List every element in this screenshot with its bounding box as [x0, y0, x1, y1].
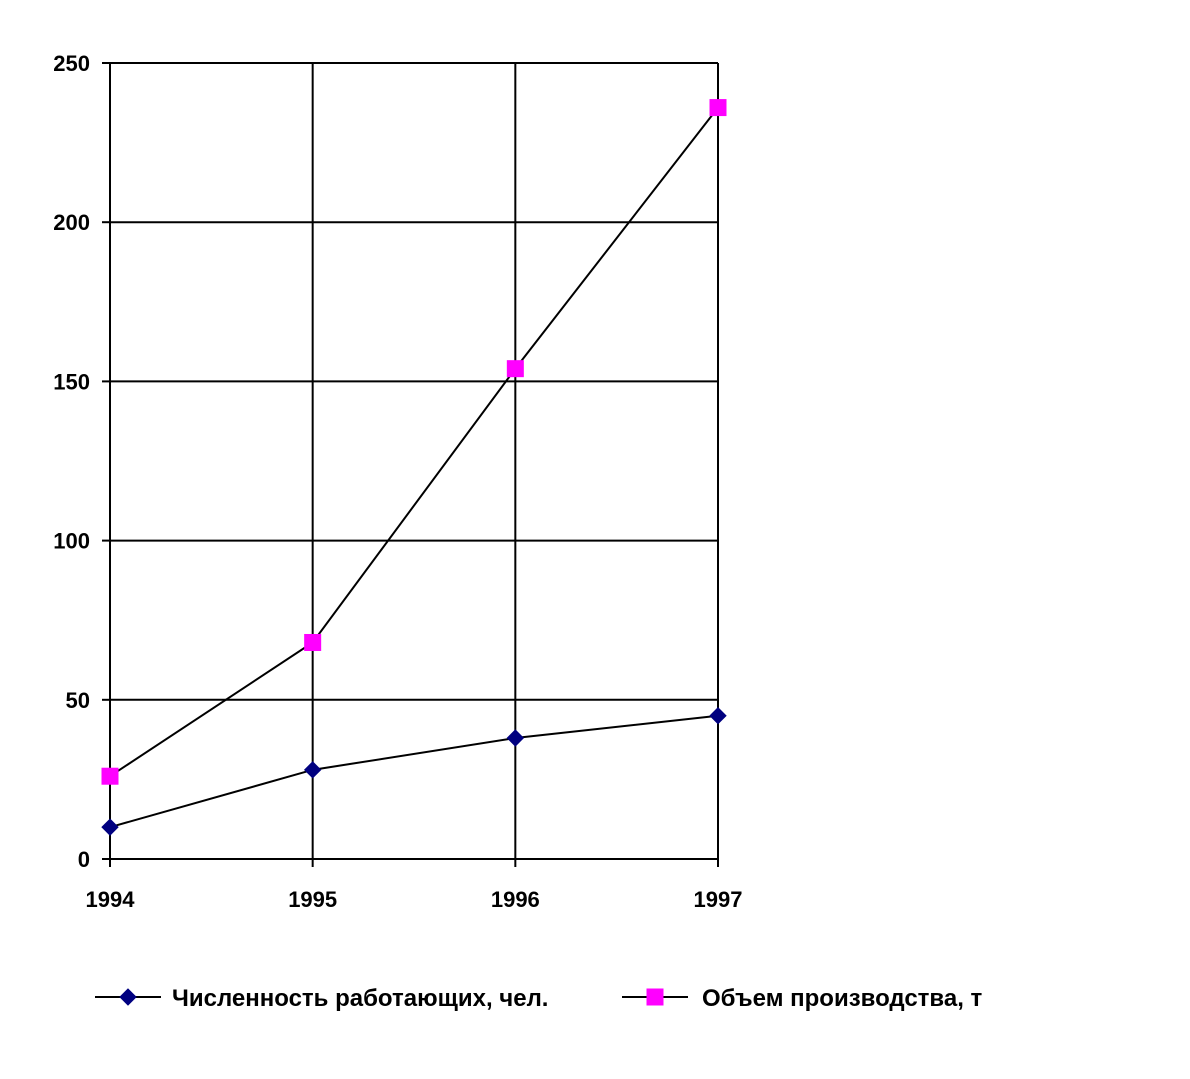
legend: Численность работающих, чел. Объем произв…	[95, 985, 983, 1012]
x-tick-label: 1994	[86, 887, 136, 912]
y-axis-tick-labels: 0 50 100 150 200 250	[53, 51, 90, 872]
legend-label: Численность работающих, чел.	[172, 985, 548, 1012]
y-tick-label: 100	[53, 529, 90, 554]
axes	[102, 62, 719, 867]
legend-marker-diamond	[119, 988, 137, 1006]
grid-lines	[110, 62, 719, 859]
data-point-series-1	[709, 707, 727, 725]
x-tick-label: 1995	[288, 887, 337, 912]
y-tick-label: 250	[53, 51, 90, 76]
x-axis-tick-labels: 1994 1995 1996 1997	[86, 887, 743, 912]
y-tick-label: 0	[78, 847, 90, 872]
data-point-series-2	[506, 360, 524, 378]
legend-label: Объем производства, т	[702, 985, 983, 1012]
series-line-1	[109, 714, 719, 829]
y-tick-label: 200	[53, 210, 90, 235]
data-point-series-1	[101, 818, 119, 836]
series-lines	[109, 106, 719, 829]
data-point-series-2	[709, 99, 727, 117]
data-point-series-2	[101, 767, 119, 785]
series-line-2	[109, 106, 719, 778]
data-point-series-1	[303, 761, 322, 779]
data-point-series-2	[304, 633, 322, 651]
series-markers	[101, 99, 727, 836]
data-point-series-1	[506, 729, 525, 747]
y-tick-label: 150	[53, 369, 90, 394]
x-tick-label: 1996	[491, 887, 540, 912]
x-tick-label: 1997	[694, 887, 743, 912]
legend-item-1: Численность работающих, чел.	[95, 985, 548, 1012]
legend-item-2: Объем производства, т	[622, 985, 983, 1012]
legend-marker-square	[646, 988, 664, 1006]
y-tick-label: 50	[66, 688, 90, 713]
